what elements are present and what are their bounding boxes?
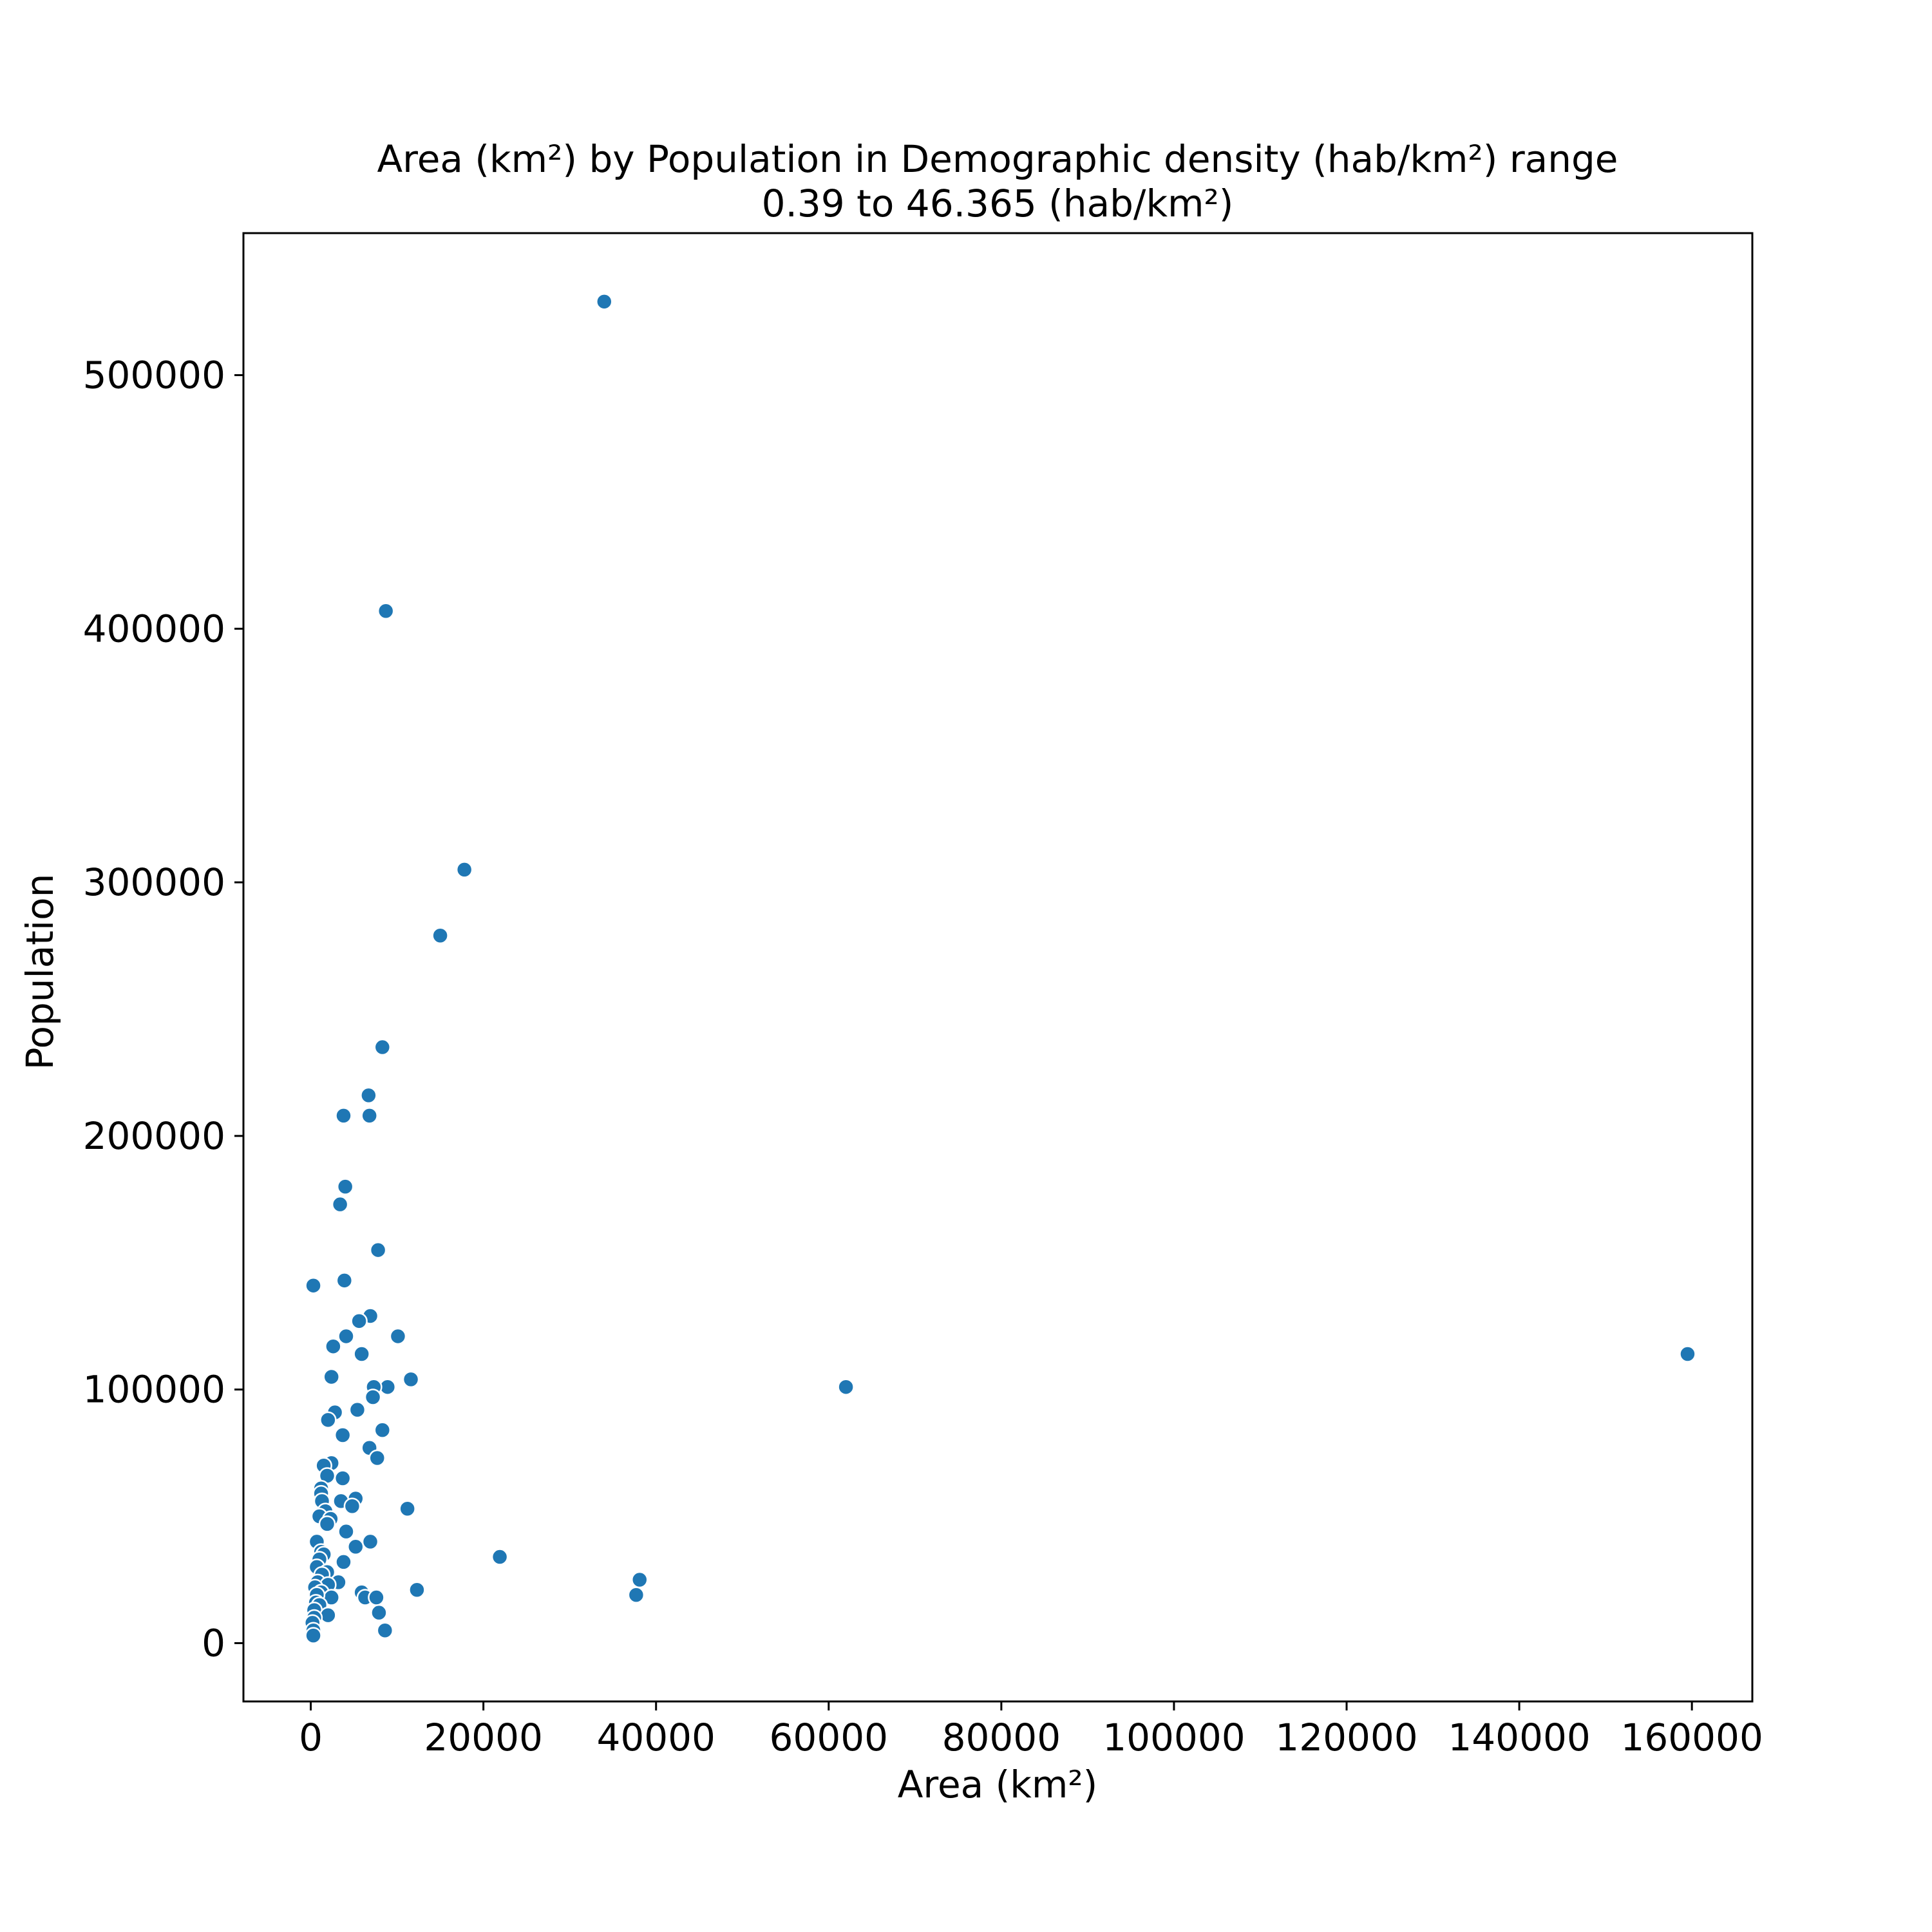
data-point (361, 1107, 378, 1124)
data-point (347, 1538, 365, 1556)
data-point (335, 1107, 352, 1124)
data-point (318, 1515, 336, 1533)
chart-title-line-2: 0.39 to 46.365 (hab/km²) (762, 182, 1234, 225)
data-point (337, 1327, 355, 1345)
data-point (337, 1522, 355, 1540)
data-point (368, 1449, 386, 1467)
y-tick-label: 500000 (83, 354, 225, 397)
y-tick-label: 200000 (83, 1114, 225, 1158)
data-point (370, 1604, 388, 1622)
x-tick-label: 60000 (770, 1716, 889, 1759)
data-points (303, 293, 1696, 1644)
data-point (361, 1533, 379, 1551)
data-point (399, 1500, 416, 1517)
data-point (627, 1586, 645, 1604)
y-axis-ticks: 0 100000 200000 300000 400000 500000 (83, 354, 243, 1665)
data-point (374, 1421, 392, 1439)
x-tick-label: 40000 (596, 1716, 715, 1759)
data-point (374, 1038, 392, 1056)
data-point (431, 927, 449, 945)
data-point (353, 1345, 370, 1363)
data-point (325, 1338, 342, 1355)
x-axis-label: Area (km²) (898, 1763, 1098, 1806)
x-tick-label: 100000 (1103, 1716, 1245, 1759)
x-axis-ticks: 0 20000 40000 60000 80000 100000 120000 140000 1… (299, 1701, 1763, 1759)
data-point (389, 1327, 407, 1345)
data-point (1679, 1345, 1696, 1363)
x-tick-label: 20000 (424, 1716, 543, 1759)
data-point (491, 1548, 509, 1566)
data-point (319, 1606, 337, 1624)
x-tick-label: 160000 (1620, 1716, 1763, 1759)
data-point (369, 1241, 387, 1259)
data-point (630, 1571, 649, 1589)
x-tick-label: 0 (299, 1716, 323, 1759)
data-point (343, 1497, 361, 1515)
data-point (336, 1178, 354, 1195)
data-point (305, 1627, 322, 1644)
data-point (837, 1378, 855, 1396)
data-point (319, 1411, 337, 1429)
data-point (334, 1426, 352, 1444)
data-point (336, 1272, 354, 1289)
data-point (376, 1622, 394, 1639)
data-point (368, 1589, 385, 1606)
data-point (305, 1276, 322, 1294)
y-tick-label: 100000 (83, 1368, 225, 1412)
data-point (323, 1368, 340, 1386)
data-point (408, 1581, 426, 1598)
data-point (348, 1401, 366, 1419)
chart-title-line-1: Area (km²) by Population in Demographic … (377, 137, 1618, 181)
x-tick-label: 80000 (942, 1716, 1061, 1759)
data-point (360, 1086, 377, 1104)
data-point (335, 1553, 352, 1571)
data-point (402, 1370, 420, 1388)
data-point (455, 861, 473, 878)
y-tick-label: 0 (202, 1621, 225, 1665)
y-tick-label: 300000 (83, 860, 225, 904)
x-tick-label: 120000 (1275, 1716, 1417, 1759)
y-tick-label: 400000 (83, 607, 225, 650)
data-point (596, 293, 613, 310)
x-tick-label: 140000 (1448, 1716, 1590, 1759)
data-point (350, 1312, 368, 1330)
data-point (334, 1470, 352, 1487)
data-point (377, 602, 395, 620)
y-axis-label: Population (18, 874, 62, 1070)
data-point (364, 1388, 382, 1406)
data-point (331, 1195, 349, 1213)
plot-area-frame (242, 232, 1754, 1703)
